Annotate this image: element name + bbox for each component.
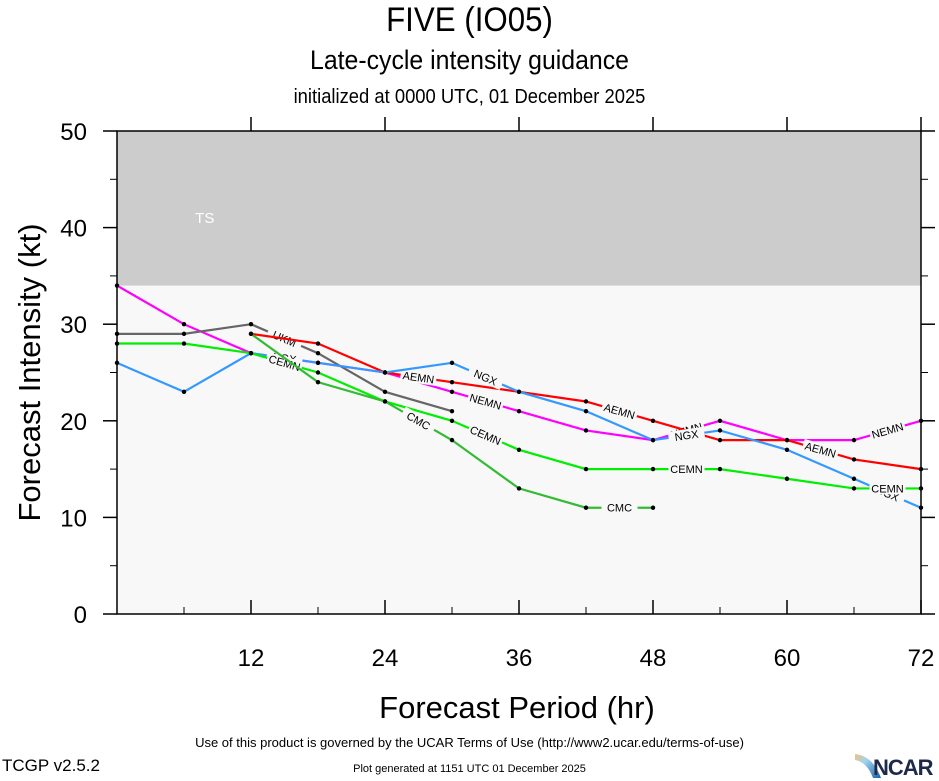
label-mask — [668, 463, 705, 476]
x-tick-label: 36 — [506, 645, 533, 672]
y-tick-label: 50 — [60, 119, 87, 146]
data-point — [248, 331, 254, 337]
data-point — [315, 341, 321, 346]
data-point — [851, 476, 857, 481]
data-point — [516, 408, 522, 414]
label-mask — [667, 426, 706, 444]
data-point — [717, 466, 723, 472]
label-mask — [600, 400, 639, 422]
data-point — [181, 389, 187, 395]
ncar-logo: NCAR — [855, 752, 939, 780]
data-point — [315, 350, 321, 356]
label-mask — [466, 422, 505, 448]
data-point — [583, 466, 589, 472]
y-tick-label: 40 — [60, 216, 87, 243]
series-label: CEMN — [670, 464, 702, 476]
data-point — [583, 408, 589, 414]
data-point — [382, 370, 388, 375]
data-point — [851, 457, 857, 462]
data-point — [851, 437, 857, 443]
x-tick-label: 60 — [774, 645, 801, 672]
data-point — [181, 322, 187, 327]
ts-band — [117, 131, 921, 286]
y-tick-label: 20 — [60, 409, 87, 436]
label-mask — [601, 501, 638, 514]
label-mask — [399, 368, 438, 386]
label-mask — [466, 390, 505, 413]
data-point — [449, 437, 455, 443]
data-point — [449, 360, 455, 366]
y-tick-label: 30 — [60, 312, 87, 339]
axis-ticks: 12 24 36 48 60 72 0 10 20 30 40 50 — [60, 117, 935, 672]
data-point — [315, 360, 321, 366]
data-point — [382, 399, 388, 404]
plot-generated-time: Plot generated at 1151 UTC 01 December 2… — [353, 763, 586, 775]
data-point — [650, 505, 656, 510]
data-point — [784, 437, 790, 443]
series-label: AEMN — [402, 370, 435, 386]
data-point — [583, 399, 589, 404]
series-label: NGX — [674, 429, 700, 444]
data-point — [449, 389, 455, 395]
data-point — [650, 437, 656, 443]
label-mask — [265, 352, 304, 374]
initialization-time: initialized at 0000 UTC, 01 December 202… — [293, 86, 646, 108]
data-point — [449, 408, 455, 414]
data-point — [650, 418, 656, 423]
x-tick-label: 48 — [640, 645, 667, 672]
y-tick-label: 0 — [74, 602, 87, 629]
label-mask — [868, 419, 907, 442]
data-point — [449, 379, 455, 385]
data-point — [449, 418, 455, 423]
data-point — [516, 389, 522, 395]
data-point — [851, 486, 857, 491]
data-point — [784, 447, 790, 452]
data-point — [784, 476, 790, 481]
data-point — [382, 389, 388, 395]
x-tick-label: 12 — [238, 645, 265, 672]
ncar-swoosh-icon — [855, 754, 881, 778]
data-point — [315, 370, 321, 375]
data-point — [181, 341, 187, 346]
data-point — [248, 322, 254, 327]
chart-title: FIVE (IO05) — [386, 1, 553, 39]
data-point — [650, 466, 656, 472]
label-mask — [466, 364, 505, 390]
x-tick-label: 72 — [908, 645, 935, 672]
data-point — [516, 486, 522, 491]
series-label: CMC — [607, 503, 632, 515]
data-point — [181, 331, 187, 337]
label-mask — [869, 482, 906, 495]
data-point — [583, 505, 589, 510]
x-tick-label: 24 — [372, 645, 399, 672]
data-point — [717, 428, 723, 433]
chart-subtitle: Late-cycle intensity guidance — [310, 45, 629, 75]
series-label: CEMN — [871, 483, 903, 495]
data-point — [516, 447, 522, 452]
data-point — [717, 418, 723, 423]
ts-band-label: TS — [195, 210, 214, 227]
version-label: TCGP v2.5.2 — [2, 756, 100, 775]
y-tick-label: 10 — [60, 505, 87, 532]
ncar-logo-text: NCAR — [873, 755, 934, 780]
data-point — [315, 379, 321, 385]
y-axis-label: Forecast Intensity (kt) — [12, 223, 47, 521]
data-point — [717, 437, 723, 443]
terms-of-use: Use of this product is governed by the U… — [195, 735, 744, 750]
data-point — [583, 428, 589, 433]
label-mask — [801, 439, 840, 461]
x-axis-label: Forecast Period (hr) — [379, 690, 655, 725]
data-point — [248, 350, 254, 356]
label-mask — [399, 406, 438, 435]
